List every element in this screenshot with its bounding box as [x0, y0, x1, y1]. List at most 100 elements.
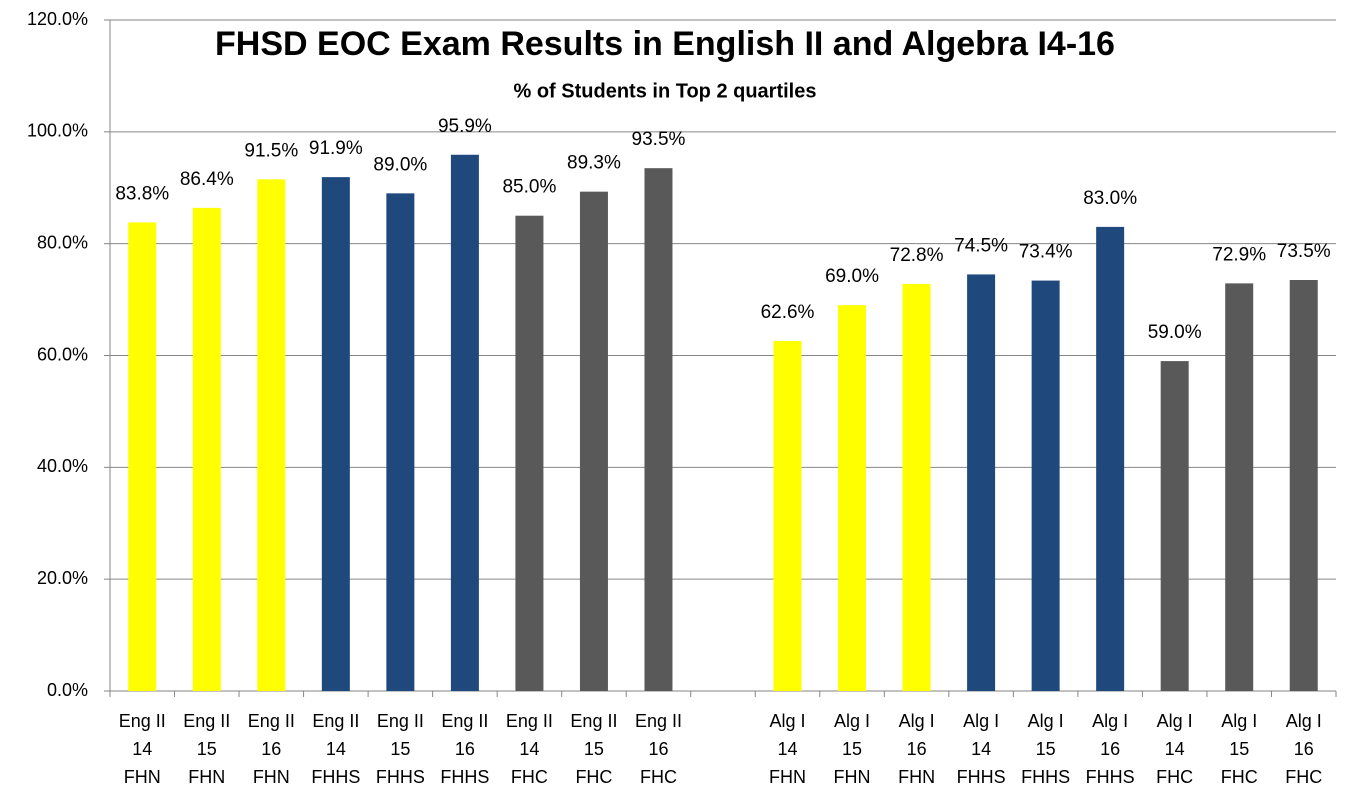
x-tick-label: Alg I [1157, 711, 1193, 731]
x-tick-label: 15 [842, 739, 862, 759]
x-tick-label: 16 [261, 739, 281, 759]
x-tick-label: Eng II [377, 711, 424, 731]
x-tick-label: 14 [971, 739, 991, 759]
bar [644, 168, 673, 691]
x-tick-label: FHN [188, 767, 225, 787]
data-label: 83.8% [115, 183, 169, 204]
x-tick-label: FHHS [1086, 767, 1135, 787]
x-tick-label: FHN [769, 767, 806, 787]
bar [1031, 280, 1060, 691]
y-tick-label: 60.0% [37, 344, 88, 364]
x-tick-label: 16 [907, 739, 927, 759]
bar [321, 177, 350, 691]
bar [579, 191, 608, 691]
x-tick-label: FHHS [440, 767, 489, 787]
x-tick-label: Alg I [899, 711, 935, 731]
data-label: 91.5% [244, 140, 298, 161]
x-tick-label: Alg I [963, 711, 999, 731]
x-tick-label: Alg I [1092, 711, 1128, 731]
x-tick-label: FHHS [376, 767, 425, 787]
data-label: 72.8% [890, 245, 944, 266]
x-tick-label: Alg I [1221, 711, 1257, 731]
bar [1289, 280, 1318, 691]
bar [386, 193, 415, 691]
x-tick-label: Eng II [312, 711, 359, 731]
data-label: 74.5% [954, 235, 1008, 256]
x-tick-label: Eng II [506, 711, 553, 731]
bar [1225, 283, 1254, 691]
y-tick-label: 120.0% [27, 9, 88, 29]
x-tick-label: Eng II [635, 711, 682, 731]
bar [1160, 361, 1189, 691]
bar [902, 283, 931, 691]
data-label: 59.0% [1148, 322, 1202, 343]
x-tick-label: 15 [1229, 739, 1249, 759]
y-tick-label: 20.0% [37, 568, 88, 588]
x-tick-label: 15 [197, 739, 217, 759]
x-tick-label: Eng II [183, 711, 230, 731]
bar [450, 154, 479, 692]
data-label: 62.6% [761, 302, 815, 323]
data-label: 73.4% [1019, 242, 1073, 263]
bar [773, 340, 802, 691]
data-label: 69.0% [825, 266, 879, 287]
data-label: 72.9% [1212, 244, 1266, 265]
x-tick-label: 16 [648, 739, 668, 759]
x-tick-label: Alg I [1028, 711, 1064, 731]
y-tick-label: 0.0% [47, 680, 88, 700]
x-tick-label: FHHS [1021, 767, 1070, 787]
x-tick-label: 16 [1100, 739, 1120, 759]
x-tick-label: FHC [575, 767, 612, 787]
x-tick-label: 16 [455, 739, 475, 759]
x-tick-label: 14 [132, 739, 152, 759]
data-label: 73.5% [1277, 241, 1331, 262]
x-tick-label: 15 [390, 739, 410, 759]
x-tick-label: Eng II [248, 711, 295, 731]
x-tick-label: Alg I [1286, 711, 1322, 731]
x-tick-label: 16 [1294, 739, 1314, 759]
bar [838, 305, 867, 691]
x-tick-label: Alg I [770, 711, 806, 731]
data-label: 83.0% [1083, 188, 1137, 209]
y-tick-label: 80.0% [37, 232, 88, 252]
x-tick-label: FHC [1156, 767, 1193, 787]
data-label: 93.5% [632, 129, 686, 150]
y-tick-label: 40.0% [37, 456, 88, 476]
data-label: 95.9% [438, 116, 492, 137]
bar [967, 274, 996, 691]
x-tick-label: FHHS [957, 767, 1006, 787]
x-tick-label: 15 [584, 739, 604, 759]
x-tick-label: 14 [326, 739, 346, 759]
x-tick-label: FHN [124, 767, 161, 787]
x-tick-label: FHC [640, 767, 677, 787]
x-tick-label: FHN [253, 767, 290, 787]
x-tick-label: Eng II [441, 711, 488, 731]
x-tick-label: FHHS [311, 767, 360, 787]
data-label: 85.0% [502, 177, 556, 198]
data-label: 89.3% [567, 153, 621, 174]
y-tick-label: 100.0% [27, 121, 88, 141]
chart-subtitle: % of Students in Top 2 quartiles [514, 80, 817, 102]
x-tick-label: FHC [1221, 767, 1258, 787]
bar [128, 222, 157, 691]
x-tick-label: FHN [898, 767, 935, 787]
x-tick-label: FHC [1285, 767, 1322, 787]
x-tick-label: 14 [519, 739, 539, 759]
x-tick-label: Eng II [570, 711, 617, 731]
x-tick-label: 14 [778, 739, 798, 759]
bar [192, 207, 221, 691]
x-tick-label: 15 [1036, 739, 1056, 759]
chart-title: FHSD EOC Exam Results in English II and … [215, 25, 1115, 63]
x-tick-label: FHN [834, 767, 871, 787]
x-tick-label: Eng II [119, 711, 166, 731]
data-label: 89.0% [373, 154, 427, 175]
data-label: 91.9% [309, 138, 363, 159]
data-label: 86.4% [180, 169, 234, 190]
x-tick-label: Alg I [834, 711, 870, 731]
x-tick-label: 14 [1165, 739, 1185, 759]
bar [515, 215, 544, 692]
bar [1096, 226, 1125, 691]
x-tick-label: FHC [511, 767, 548, 787]
bar [257, 179, 286, 692]
